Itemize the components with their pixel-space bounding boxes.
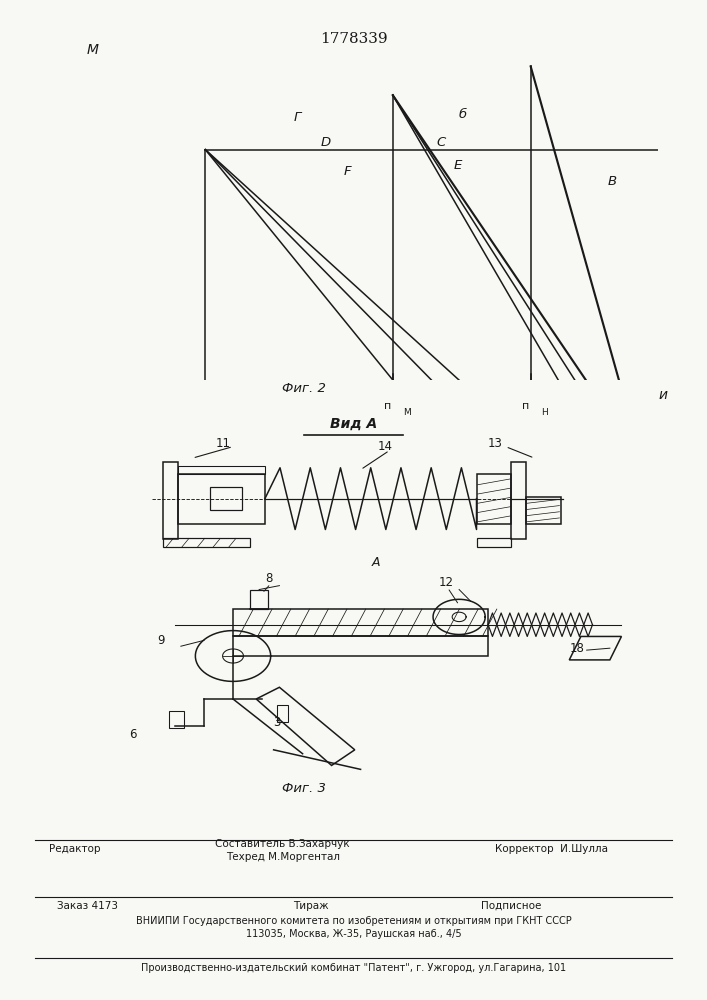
Text: 3: 3 — [274, 716, 281, 729]
Bar — [210, 487, 242, 510]
Text: Фиг. 2: Фиг. 2 — [282, 382, 326, 395]
Text: 14: 14 — [378, 440, 393, 453]
Text: В: В — [608, 175, 617, 188]
Bar — [163, 538, 250, 547]
Text: п: п — [522, 401, 529, 411]
Bar — [511, 462, 526, 539]
Bar — [163, 462, 178, 539]
Text: Фиг. 3: Фиг. 3 — [282, 782, 326, 795]
Bar — [178, 466, 265, 474]
Bar — [178, 474, 265, 524]
Text: Вид А: Вид А — [330, 417, 377, 431]
Text: Редактор: Редактор — [49, 844, 101, 854]
Text: 113035, Москва, Ж-35, Раушская наб., 4/5: 113035, Москва, Ж-35, Раушская наб., 4/5 — [246, 929, 461, 939]
Text: D: D — [321, 136, 332, 149]
Text: 11: 11 — [216, 437, 230, 450]
Text: 1778339: 1778339 — [320, 32, 387, 46]
Text: Техред М.Моргентал: Техред М.Моргентал — [226, 852, 340, 862]
Text: 18: 18 — [569, 642, 584, 655]
Text: 9: 9 — [158, 634, 165, 647]
Text: Составитель В.Захарчук: Составитель В.Захарчук — [216, 839, 350, 849]
Text: Корректор  И.Шулла: Корректор И.Шулла — [495, 844, 608, 854]
Text: Производственно-издательский комбинат "Патент", г. Ужгород, ул.Гагарина, 101: Производственно-издательский комбинат "П… — [141, 963, 566, 973]
Text: 12: 12 — [439, 576, 454, 589]
Text: 6: 6 — [129, 728, 136, 741]
Text: А: А — [372, 556, 380, 569]
Bar — [276, 705, 288, 722]
Text: 13: 13 — [488, 437, 503, 450]
Text: Г: Г — [293, 111, 301, 124]
Text: C: C — [437, 136, 446, 149]
Text: п: п — [384, 401, 391, 411]
Text: Подписное: Подписное — [481, 901, 541, 911]
Text: М: М — [403, 408, 411, 417]
Bar — [477, 538, 511, 547]
Text: б: б — [459, 108, 467, 121]
Text: и: и — [658, 388, 667, 402]
Bar — [250, 590, 268, 609]
Text: ВНИИПИ Государственного комитета по изобретениям и открытиям при ГКНТ СССР: ВНИИПИ Государственного комитета по изоб… — [136, 916, 571, 926]
Text: М: М — [86, 43, 98, 57]
Text: Тираж: Тираж — [293, 901, 329, 911]
Bar — [526, 497, 561, 524]
Text: Заказ 4173: Заказ 4173 — [57, 901, 117, 911]
Text: F: F — [343, 165, 351, 178]
Text: Н: Н — [541, 408, 548, 417]
Text: E: E — [453, 159, 462, 172]
Bar — [169, 711, 184, 728]
Text: 8: 8 — [265, 572, 272, 585]
Bar — [477, 474, 511, 524]
